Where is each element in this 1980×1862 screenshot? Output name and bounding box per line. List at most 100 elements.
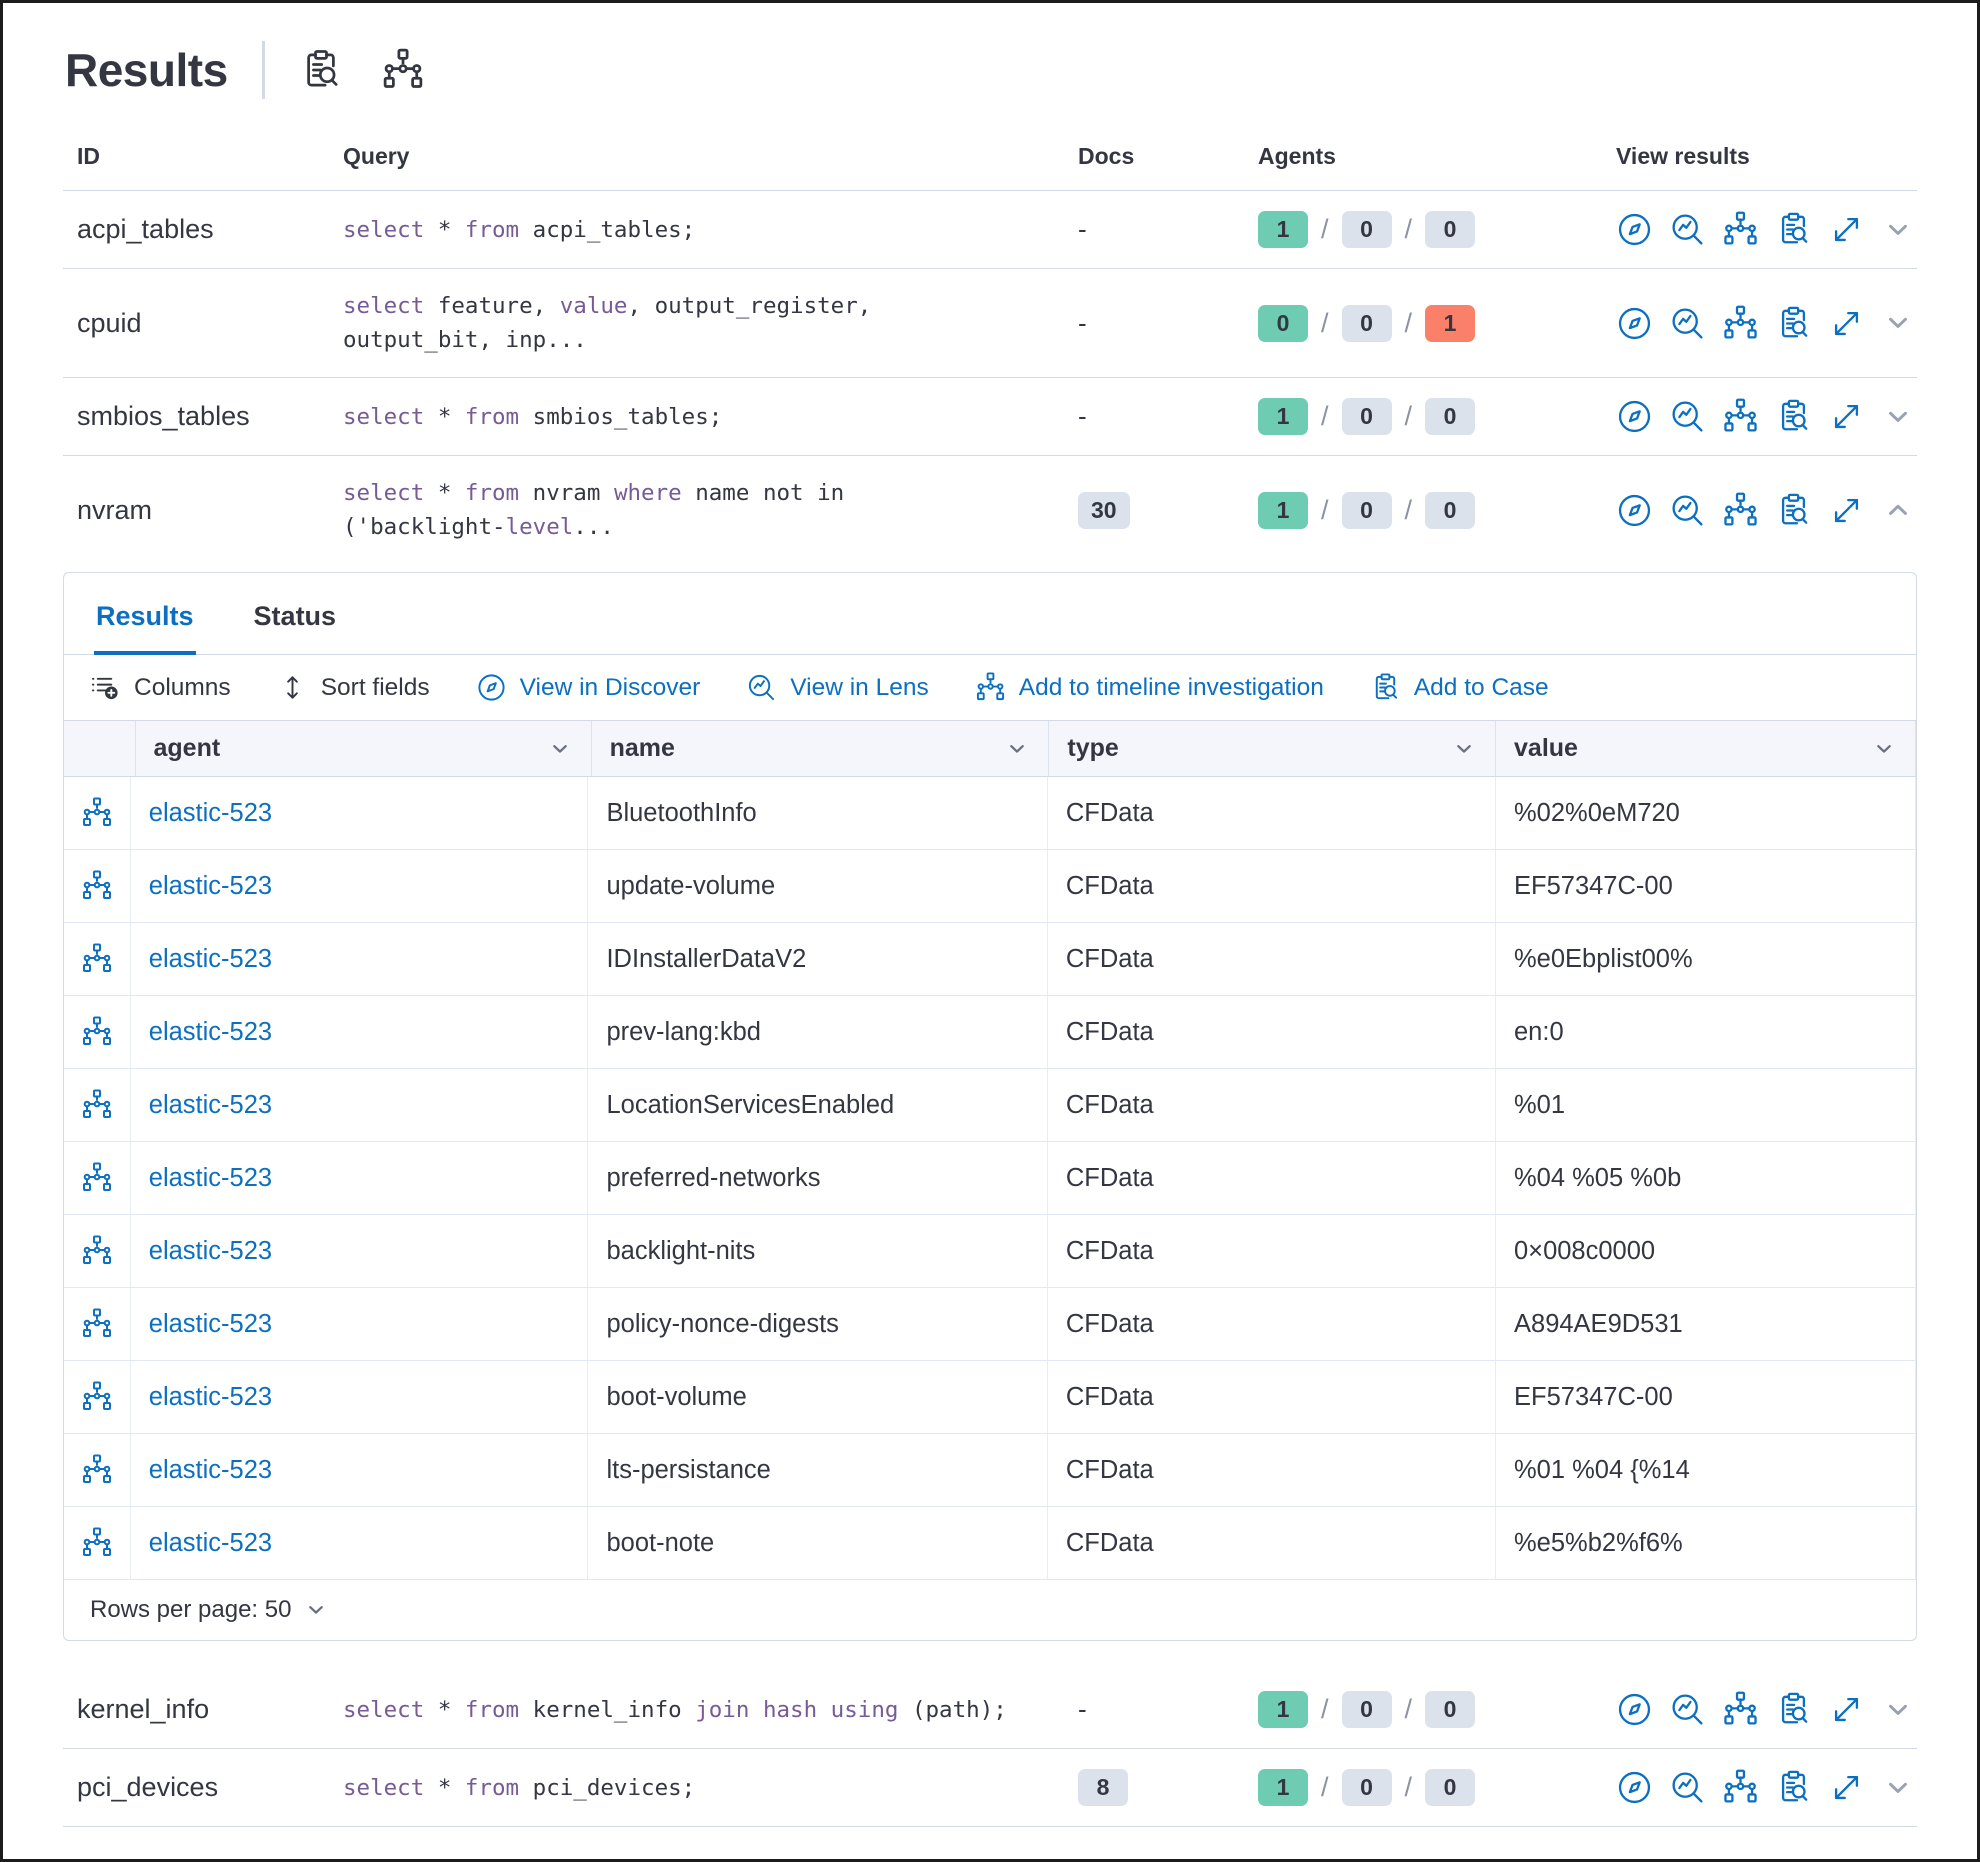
timeline-icon[interactable] (1722, 398, 1759, 435)
grid-column-header-type[interactable]: type (1049, 721, 1497, 776)
agent-link[interactable]: elastic-523 (148, 798, 273, 827)
query-id: kernel_info (77, 1694, 210, 1724)
chevron-down-icon[interactable] (1881, 400, 1915, 434)
agent-count-badge-neutral: 0 (1425, 1691, 1476, 1728)
chevron-down-icon[interactable] (1881, 1771, 1915, 1805)
result-row: elastic-523 boot-note CFData %e5%b2%f6% (64, 1507, 1916, 1580)
timeline-icon[interactable] (1722, 492, 1759, 529)
docs-empty: - (1078, 401, 1087, 431)
grid-column-header-value[interactable]: value (1496, 721, 1916, 776)
discover-icon[interactable] (1616, 398, 1653, 435)
agent-count-badge-neutral: 0 (1341, 304, 1392, 342)
discover-icon[interactable] (1616, 1769, 1653, 1806)
timeline-icon[interactable] (1722, 305, 1759, 342)
grid-column-header-name[interactable]: name (592, 721, 1050, 776)
expand-icon[interactable] (1828, 211, 1865, 248)
lens-icon[interactable] (1669, 492, 1706, 529)
agents-cell: 1 / 0 / 0 (1258, 1691, 1616, 1728)
type-cell: CFData (1048, 923, 1496, 995)
agent-link[interactable]: elastic-523 (148, 1090, 273, 1119)
timeline-icon[interactable] (1722, 1691, 1759, 1728)
timeline-icon (975, 672, 1006, 703)
agent-link[interactable]: elastic-523 (148, 1309, 273, 1338)
expand-icon[interactable] (1828, 1769, 1865, 1806)
row-actions-cell (64, 1507, 131, 1579)
discover-icon[interactable] (1616, 492, 1653, 529)
lens-icon[interactable] (1669, 1769, 1706, 1806)
lens-icon[interactable] (1669, 398, 1706, 435)
timeline-icon[interactable] (81, 1089, 113, 1121)
discover-icon[interactable] (1616, 305, 1653, 342)
timeline-icon[interactable] (81, 1016, 113, 1048)
inspect-icon[interactable] (1775, 305, 1812, 342)
discover-icon[interactable] (1616, 1691, 1653, 1728)
expand-icon[interactable] (1828, 305, 1865, 342)
add-to-timeline-investigation-button[interactable]: Add to timeline investigation (975, 672, 1324, 703)
chevron-down-icon[interactable] (303, 1597, 329, 1623)
name-cell: preferred-networks (588, 1142, 1048, 1214)
expand-icon[interactable] (1828, 398, 1865, 435)
lens-icon[interactable] (1669, 1691, 1706, 1728)
view-in-discover-button[interactable]: View in Discover (476, 672, 701, 703)
agent-link[interactable]: elastic-523 (148, 1528, 273, 1557)
expand-icon[interactable] (1828, 492, 1865, 529)
timeline-icon[interactable] (81, 870, 113, 902)
timeline-icon[interactable] (81, 1381, 113, 1413)
tab-results[interactable]: Results (94, 573, 196, 655)
timeline-icon[interactable] (381, 48, 425, 92)
page-title: Results (65, 44, 228, 96)
agent-link[interactable]: elastic-523 (148, 871, 273, 900)
agent-link[interactable]: elastic-523 (148, 1236, 273, 1265)
timeline-icon[interactable] (1722, 211, 1759, 248)
chevron-down-icon[interactable] (1881, 213, 1915, 247)
chevron-down-icon[interactable] (1451, 736, 1477, 762)
tab-status[interactable]: Status (253, 601, 337, 631)
toolbar-button-label: View in Discover (519, 673, 701, 701)
chevron-down-icon[interactable] (1881, 1693, 1915, 1727)
chevron-down-icon[interactable] (1871, 736, 1897, 762)
chevron-down-icon[interactable] (1004, 736, 1030, 762)
inspect-icon[interactable] (1775, 398, 1812, 435)
grid-header-icon-column (64, 721, 136, 776)
chevron-down-icon[interactable] (547, 736, 573, 762)
sort-fields-button[interactable]: Sort fields (277, 672, 430, 703)
agent-count-badge-success: 1 (1258, 491, 1308, 529)
type-cell: CFData (1048, 1434, 1496, 1506)
timeline-icon[interactable] (81, 1527, 113, 1559)
timeline-icon[interactable] (81, 1454, 113, 1486)
agent-link[interactable]: elastic-523 (148, 1382, 273, 1411)
grid-column-header-agent[interactable]: agent (136, 721, 592, 776)
add-to-case-button[interactable]: Add to Case (1370, 672, 1549, 703)
inspect-icon[interactable] (1775, 492, 1812, 529)
timeline-icon[interactable] (81, 1235, 113, 1267)
timeline-icon[interactable] (81, 797, 113, 829)
agent-cell: elastic-523 (131, 850, 589, 922)
chevron-down-icon[interactable] (1881, 306, 1915, 340)
name-cell: boot-note (588, 1507, 1048, 1579)
inspect-icon[interactable] (299, 48, 343, 92)
lens-icon[interactable] (1669, 305, 1706, 342)
agent-link[interactable]: elastic-523 (148, 1017, 273, 1046)
agent-link[interactable]: elastic-523 (148, 944, 273, 973)
columns-button[interactable]: Columns (90, 672, 231, 703)
value-cell: 0×008c0000 (1496, 1215, 1916, 1287)
inspect-icon[interactable] (1775, 211, 1812, 248)
timeline-icon[interactable] (1722, 1769, 1759, 1806)
inspect-icon[interactable] (1775, 1691, 1812, 1728)
timeline-icon[interactable] (81, 1308, 113, 1340)
rows-per-page-control[interactable]: Rows per page: 50 (64, 1580, 1916, 1640)
result-row: elastic-523 prev-lang:kbd CFData en:0 (64, 996, 1916, 1069)
agent-link[interactable]: elastic-523 (148, 1163, 273, 1192)
discover-icon[interactable] (1616, 211, 1653, 248)
expand-icon[interactable] (1828, 1691, 1865, 1728)
row-actions-cell (64, 1288, 131, 1360)
timeline-icon[interactable] (81, 943, 113, 975)
agent-link[interactable]: elastic-523 (148, 1455, 273, 1484)
lens-icon[interactable] (1669, 211, 1706, 248)
view-in-lens-button[interactable]: View in Lens (746, 672, 929, 703)
timeline-icon[interactable] (81, 1162, 113, 1194)
inspect-icon[interactable] (1775, 1769, 1812, 1806)
chevron-up-icon[interactable] (1881, 493, 1915, 527)
queries-table-body: acpi_tables select * from acpi_tables; - 1 /… (63, 191, 1917, 1827)
query-row: cpuid select feature, value, output_regis… (63, 269, 1917, 378)
